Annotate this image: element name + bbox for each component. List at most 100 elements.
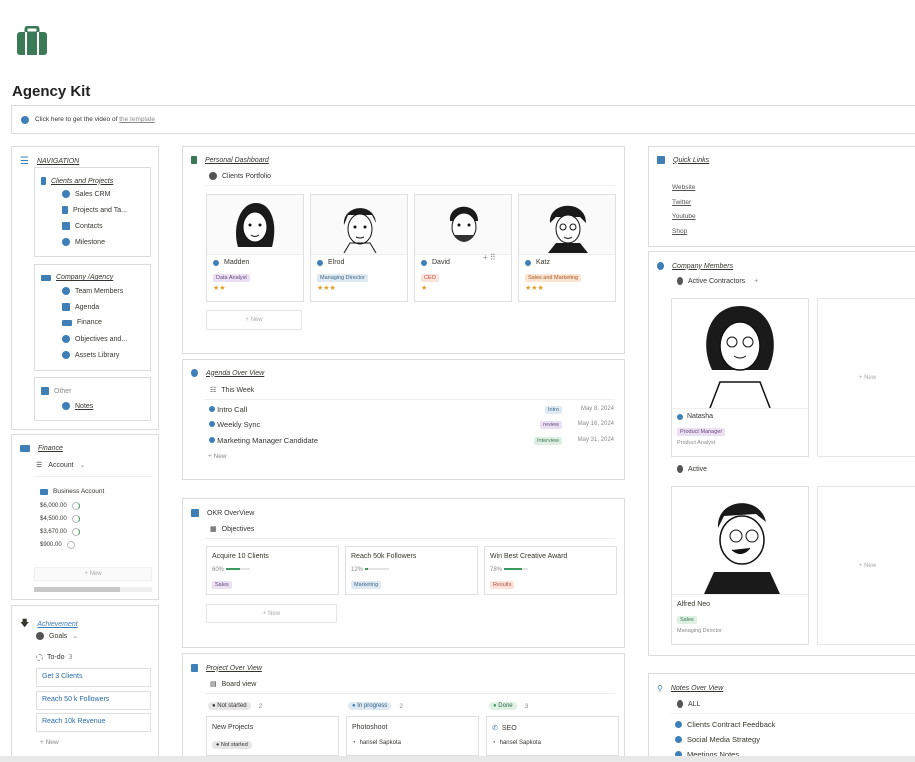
document-icon <box>191 156 197 164</box>
progress-bar <box>225 568 250 571</box>
project-card[interactable]: ✆ SEO ◔ hansel Sapkota <box>486 716 619 756</box>
nav-item-contacts[interactable]: Contacts <box>62 222 103 230</box>
avatar <box>672 299 808 409</box>
client-card[interactable]: + ⠿ David CEO ★ <box>414 194 512 302</box>
objective-card[interactable]: Acquire 10 Clients 60% Sales <box>206 546 339 595</box>
nav-group-clients: Clients and Projects Sales CRM Projects … <box>34 167 151 257</box>
agenda-row[interactable]: Marketing Manager Candidate Interview Ma… <box>209 436 614 448</box>
business-account-card[interactable]: Business Account $6,000.00 $4,500.00 $3,… <box>34 482 152 562</box>
board-column-header[interactable]: ● Done 3 <box>489 702 528 710</box>
person-icon <box>209 437 215 443</box>
group-label: To-do <box>47 654 65 661</box>
new-button[interactable]: + New <box>40 739 59 746</box>
new-button[interactable]: + New <box>817 486 915 645</box>
client-card[interactable]: Elrod Managing Director ★★★ <box>310 194 408 302</box>
link-website[interactable]: Website <box>672 184 696 191</box>
status-label: Done <box>498 703 513 709</box>
note-icon <box>62 402 70 410</box>
projects-title[interactable]: Project Over View <box>206 664 262 672</box>
goal-card[interactable]: Reach 10k Revenue <box>36 713 151 732</box>
nav-group-clients-header[interactable]: Clients and Projects <box>41 177 113 185</box>
objective-card[interactable]: Win Best Creative Award 78% Results <box>484 546 617 595</box>
member-card[interactable]: Alfred Neo Sales Managing Director <box>671 486 809 645</box>
group-label: Active <box>688 465 708 473</box>
person-icon <box>677 465 683 473</box>
active-tab[interactable]: Active <box>677 465 707 473</box>
video-link[interactable]: the template <box>119 116 155 123</box>
this-week-tab[interactable]: ☷ This Week <box>210 386 254 395</box>
note-row[interactable]: Clients Contract Feedback <box>675 720 775 729</box>
note-row[interactable]: Meetings Notes <box>675 750 739 759</box>
scrollbar[interactable] <box>34 587 152 592</box>
new-button[interactable]: + New <box>206 604 337 623</box>
personal-dashboard-panel: Personal Dashboard Clients Portfolio Mad… <box>182 146 625 354</box>
project-card[interactable]: New Projects ● Not started <box>206 716 339 756</box>
goal-card[interactable]: Reach 50 k Followers <box>36 691 151 710</box>
new-button[interactable]: + New <box>817 298 915 457</box>
clients-portfolio-tab[interactable]: Clients Portfolio <box>209 172 271 180</box>
member-title: Managing Director <box>677 628 722 634</box>
dashboard-title[interactable]: Personal Dashboard <box>205 156 269 164</box>
note-icon <box>677 700 683 708</box>
okr-title[interactable]: OKR OverView <box>207 509 255 517</box>
agenda-title[interactable]: Agenda Over View <box>206 369 265 377</box>
quick-links-title[interactable]: Quick Links <box>673 156 710 164</box>
person-icon <box>317 259 323 266</box>
nav-item-assets[interactable]: Assets Library <box>62 351 119 359</box>
nav-group-other: Other Notes <box>34 377 151 421</box>
money-icon <box>40 488 48 495</box>
goals-view-selector[interactable]: Goals ⌄ <box>36 632 78 640</box>
new-button[interactable]: + New <box>34 567 152 581</box>
link-youtube[interactable]: Youtube <box>672 213 696 220</box>
nav-item-projects[interactable]: Projects and Ta... <box>62 206 127 214</box>
nav-item-notes[interactable]: Notes <box>62 402 93 410</box>
finance-view-selector[interactable]: ☰ Account ⌄ <box>36 461 85 470</box>
new-button[interactable]: + New <box>206 310 302 330</box>
nav-item-sales-crm[interactable]: Sales CRM <box>62 190 110 198</box>
project-card[interactable]: Photoshoot ◔ hansel Sapkota <box>346 716 479 756</box>
achievement-panel: 🡇 Achievement Goals ⌄ To-do 3 Get 3 Clien… <box>11 605 159 762</box>
board-column-header[interactable]: ● In progress 2 <box>348 702 403 710</box>
member-card[interactable]: Natasha Product Manager Product Analyst <box>671 298 809 457</box>
mail-icon <box>41 387 49 395</box>
link-shop[interactable]: Shop <box>672 228 688 235</box>
link-twitter[interactable]: Twitter <box>672 199 692 206</box>
horizontal-scrollbar[interactable] <box>0 756 915 762</box>
nav-item-label: Objectives and... <box>75 335 128 343</box>
navigation-panel: ☰ NAVIGATION Clients and Projects Sales … <box>11 146 159 430</box>
note-title: Clients Contract Feedback <box>687 720 776 729</box>
nav-group-company-header[interactable]: Company /Agency <box>41 274 113 281</box>
nav-item-finance[interactable]: Finance <box>62 319 102 326</box>
finance-title[interactable]: Finance <box>38 445 63 452</box>
active-contractors-tab[interactable]: Active Contractors + <box>677 277 758 285</box>
board-column-header[interactable]: ● Not started 2 <box>208 702 262 710</box>
members-title[interactable]: Company Members <box>672 262 734 270</box>
all-notes-tab[interactable]: ALL <box>677 700 700 708</box>
client-card[interactable]: Katz Sales and Marketing ★★★ <box>518 194 616 302</box>
agenda-item-name: Weekly Sync <box>217 420 261 429</box>
project-name: New Projects <box>212 724 254 731</box>
client-card[interactable]: Madden Data Analyst ★★ <box>206 194 304 302</box>
project-name: Photoshoot <box>352 724 388 731</box>
objective-card[interactable]: Reach 50k Followers 12% Marketing <box>345 546 478 595</box>
add-view-button[interactable]: + <box>754 277 759 285</box>
note-row[interactable]: Social Media Strategy <box>675 735 760 744</box>
board-icon: ▤ <box>210 681 217 688</box>
new-button[interactable]: + New <box>208 453 227 460</box>
role-tag: Data Analyst <box>213 274 250 282</box>
nav-group-other-header[interactable]: Other <box>41 387 72 395</box>
objectives-tab[interactable]: ▦ Objectives <box>210 525 254 534</box>
achievement-title[interactable]: Achievement <box>37 620 78 628</box>
drag-handle-icon[interactable]: + ⠿ <box>483 253 496 262</box>
nav-item-agenda[interactable]: Agenda <box>62 303 99 311</box>
nav-item-objectives[interactable]: Objectives and... <box>62 335 127 343</box>
agenda-row[interactable]: Intro Call Intro May 8, 2024 <box>209 405 614 417</box>
goal-card[interactable]: Get 3 Clients <box>36 668 151 687</box>
board-view-tab[interactable]: ▤ Board view <box>210 680 256 689</box>
notes-title[interactable]: Notes Over View <box>670 685 724 692</box>
note-icon <box>675 736 682 743</box>
video-callout[interactable]: Click here to get the video of the templ… <box>11 105 915 134</box>
agenda-row[interactable]: Weekly Sync review May 16, 2024 <box>209 420 614 432</box>
nav-item-team[interactable]: Team Members <box>62 287 123 295</box>
nav-item-milestone[interactable]: Milestone <box>62 238 105 246</box>
